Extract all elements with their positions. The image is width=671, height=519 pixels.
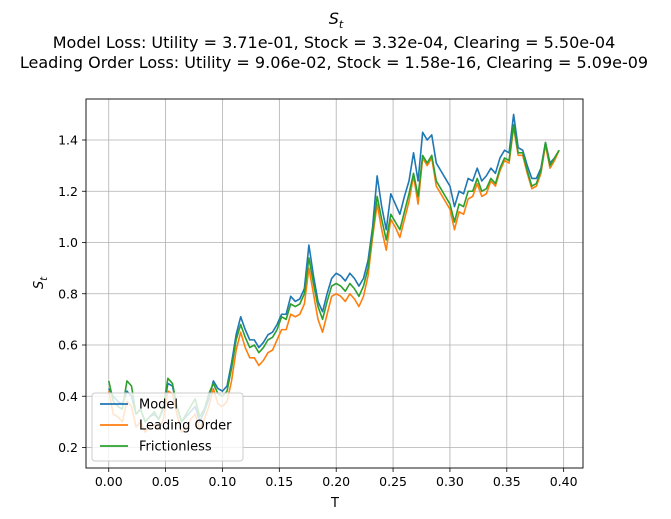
title-subscript: t — [339, 18, 344, 31]
y-tick-label: 0.4 — [58, 389, 78, 404]
y-axis-label: St — [32, 276, 50, 289]
legend-item-model: Model — [100, 398, 178, 413]
chart-subtitle-model-loss: Model Loss: Utility = 3.71e-01, Stock = … — [53, 33, 616, 52]
x-tick-label: 0.05 — [152, 474, 180, 489]
x-tick-label: 0.00 — [95, 474, 123, 489]
y-tick-label: 1.0 — [58, 235, 78, 250]
title-symbol: S — [329, 9, 339, 28]
legend-item-frictionless: Frictionless — [100, 440, 212, 455]
x-tick-label: 0.30 — [436, 474, 464, 489]
legend-label: Frictionless — [139, 440, 212, 455]
x-tick-label: 0.10 — [209, 474, 237, 489]
x-tick-label: 0.20 — [322, 474, 350, 489]
legend: Model Leading Order Frictionless — [91, 392, 244, 462]
x-tick-label: 0.40 — [550, 474, 578, 489]
chart-subtitle-leading-order-loss: Leading Order Loss: Utility = 9.06e-02, … — [20, 53, 648, 72]
x-tick-label: 0.35 — [493, 474, 521, 489]
plot-frame — [85, 98, 584, 469]
x-tick-label: 0.25 — [379, 474, 407, 489]
axis-ticks: 0.00 0.05 0.10 0.15 0.20 0.25 0.30 0.35 0.40 0.2 0… — [58, 133, 578, 490]
chart-title: St — [329, 9, 344, 31]
x-axis-label: T — [330, 496, 339, 511]
y-tick-label: 0.8 — [58, 286, 78, 301]
legend-label: Leading Order — [139, 419, 232, 434]
y-axis-label-symbol: S — [32, 281, 47, 289]
y-tick-label: 1.4 — [58, 133, 78, 148]
x-tick-label: 0.15 — [265, 474, 293, 489]
legend-box — [91, 392, 244, 462]
y-tick-label: 0.2 — [58, 440, 78, 455]
y-tick-label: 0.6 — [58, 338, 78, 353]
y-tick-label: 1.2 — [58, 184, 78, 199]
y-axis-label-subscript: t — [39, 276, 50, 281]
legend-label: Model — [139, 398, 178, 413]
legend-item-leading-order: Leading Order — [100, 419, 232, 434]
